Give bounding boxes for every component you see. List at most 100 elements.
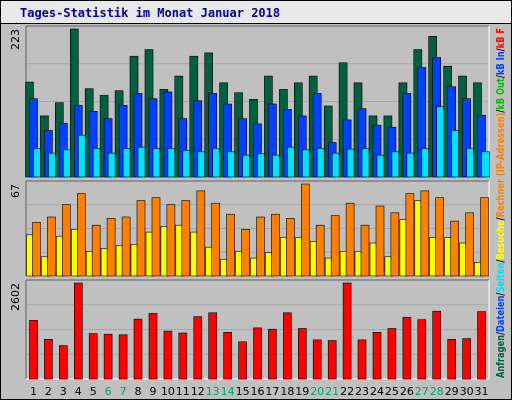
- legend-entry: Rechner (IP-Adressen): [494, 113, 507, 218]
- x-tick-label: 14: [221, 385, 235, 398]
- bar-kb-f-day-10: [163, 330, 173, 380]
- bar-kb-f-day-8: [133, 318, 143, 380]
- bar-rechner-ip-adressen--day-24: [375, 205, 385, 277]
- bar-rechner-ip-adressen--day-28: [435, 197, 445, 277]
- bar-rechner-ip-adressen--day-11: [181, 200, 191, 277]
- x-tick-label: 30: [460, 385, 474, 398]
- legend-entry: Anfragen: [494, 335, 507, 378]
- bar-rechner-ip-adressen--day-3: [61, 204, 71, 277]
- bar-kb-f-day-31: [477, 311, 486, 380]
- bar-kb-f-day-29: [447, 338, 457, 380]
- legend-entry: Besuche: [494, 220, 507, 259]
- bar-rechner-ip-adressen--day-22: [345, 202, 355, 277]
- chart-title-bar: Tages-Statistik im Monat Januar 2018: [1, 1, 511, 24]
- bar-rechner-ip-adressen--day-17: [271, 213, 280, 277]
- bar-rechner-ip-adressen--day-7: [121, 216, 131, 277]
- bar-kb-f-day-21: [327, 340, 337, 380]
- bar-rechner-ip-adressen--day-29: [450, 220, 460, 277]
- bar-rechner-ip-adressen--day-13: [211, 202, 220, 277]
- x-tick-label: 21: [325, 385, 339, 398]
- bar-rechner-ip-adressen--day-30: [465, 212, 474, 277]
- bar-kb-f-day-26: [402, 316, 412, 380]
- bar-kb-f-day-28: [432, 310, 442, 380]
- x-tick-label: 12: [191, 385, 205, 398]
- bar-rechner-ip-adressen--day-20: [315, 224, 325, 277]
- x-tick-label: 4: [75, 385, 82, 398]
- x-tick-label: 17: [265, 385, 279, 398]
- x-tick-label: 22: [340, 385, 354, 398]
- x-tick-label: 7: [120, 385, 127, 398]
- x-tick-label: 16: [251, 385, 265, 398]
- legend-entry: /: [494, 259, 507, 263]
- x-tick-label: 10: [161, 385, 175, 398]
- x-tick-label: 31: [475, 385, 489, 398]
- x-tick-label: 13: [206, 385, 220, 398]
- chart-title: Tages-Statistik im Monat Januar 2018: [20, 6, 281, 20]
- legend: Anfragen/Dateien/Seiten/Besuche/Rechner …: [494, 28, 507, 378]
- bar-rechner-ip-adressen--day-26: [405, 193, 415, 277]
- bar-kb-f-day-30: [462, 338, 471, 380]
- legend-entry: Seiten: [494, 263, 507, 293]
- x-tick-label: 27: [415, 385, 429, 398]
- bar-kb-f-day-9: [148, 313, 158, 380]
- bar-kb-f-day-18: [283, 312, 292, 380]
- bar-kb-f-day-22: [342, 282, 352, 380]
- bar-kb-f-day-7: [118, 334, 128, 380]
- legend-entry: kB F: [494, 28, 507, 48]
- x-tick-label: 24: [370, 385, 384, 398]
- bar-kb-f-day-15: [238, 341, 247, 380]
- bar-rechner-ip-adressen--day-2: [47, 216, 56, 277]
- bar-kb-f-day-11: [178, 332, 188, 380]
- bar-rechner-ip-adressen--day-4: [77, 193, 86, 277]
- legend-entry: /: [494, 217, 507, 221]
- bar-rechner-ip-adressen--day-21: [330, 215, 340, 277]
- x-tick-label: 20: [310, 385, 324, 398]
- bar-rechner-ip-adressen--day-5: [91, 224, 101, 277]
- x-tick-label: 29: [445, 385, 459, 398]
- legend-entry: /: [494, 74, 507, 78]
- bar-kb-f-day-14: [223, 331, 232, 380]
- bar-kb-f-day-12: [193, 316, 203, 380]
- x-tick-label: 28: [430, 385, 444, 398]
- x-tick-label: 23: [355, 385, 369, 398]
- x-tick-label: 25: [385, 385, 399, 398]
- x-tick-label: 26: [400, 385, 414, 398]
- legend-entry: kB Out: [494, 78, 507, 110]
- bar-rechner-ip-adressen--day-10: [166, 204, 176, 277]
- bar-kb-f-day-16: [253, 327, 262, 380]
- x-tick-label: 5: [90, 385, 97, 398]
- bar-kb-f-day-17: [268, 328, 277, 380]
- x-tick-label: 3: [60, 385, 67, 398]
- bar-kb-f-day-19: [297, 328, 307, 380]
- bar-rechner-ip-adressen--day-6: [106, 218, 116, 277]
- x-tick-label: 8: [135, 385, 142, 398]
- bar-rechner-ip-adressen--day-15: [241, 229, 250, 277]
- x-tick-label: 9: [150, 385, 157, 398]
- x-tick-label: 1: [30, 385, 37, 398]
- x-tick-label: 15: [236, 385, 250, 398]
- legend-entry: /: [494, 331, 507, 335]
- bar-rechner-ip-adressen--day-16: [256, 216, 265, 277]
- bar-kb-f-day-5: [88, 333, 98, 380]
- bar-rechner-ip-adressen--day-23: [360, 224, 370, 277]
- bar-rechner-ip-adressen--day-19: [300, 183, 310, 277]
- legend-entry: /: [494, 292, 507, 296]
- x-tick-label: 11: [176, 385, 190, 398]
- bar-rechner-ip-adressen--day-14: [226, 213, 235, 277]
- legend-entry: /: [494, 48, 507, 52]
- bar-rechner-ip-adressen--day-8: [136, 200, 146, 277]
- x-tick-label: 2: [45, 385, 52, 398]
- bar-kb-f-day-24: [372, 331, 382, 380]
- bar-seiten-day-31: [481, 151, 490, 178]
- x-tick-label: 6: [105, 385, 112, 398]
- bar-kb-f-day-27: [417, 319, 427, 380]
- bar-kb-f-day-13: [208, 312, 217, 380]
- bar-kb-f-day-2: [44, 338, 53, 380]
- bar-kb-f-day-20: [312, 339, 322, 380]
- bar-rechner-ip-adressen--day-18: [286, 218, 295, 277]
- bar-rechner-ip-adressen--day-25: [390, 212, 400, 277]
- bar-kb-f-day-25: [387, 328, 397, 380]
- bar-kb-f-day-1: [29, 319, 38, 380]
